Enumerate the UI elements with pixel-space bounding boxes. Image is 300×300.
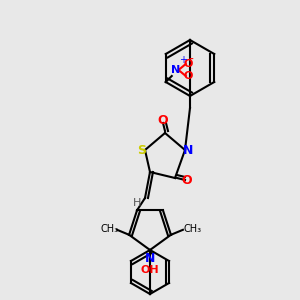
Text: CH₃: CH₃ (100, 224, 118, 234)
Text: O: O (183, 59, 192, 69)
Text: N: N (183, 143, 193, 157)
Text: OH: OH (141, 265, 159, 275)
Text: N: N (145, 251, 155, 265)
Text: O: O (158, 115, 168, 128)
Text: S: S (137, 143, 146, 157)
Text: +: + (179, 55, 187, 65)
Text: O: O (182, 173, 192, 187)
Text: N: N (171, 65, 180, 75)
Text: H: H (133, 198, 141, 208)
Text: O: O (183, 71, 192, 81)
Text: -: - (188, 53, 193, 67)
Text: CH₃: CH₃ (184, 224, 202, 234)
